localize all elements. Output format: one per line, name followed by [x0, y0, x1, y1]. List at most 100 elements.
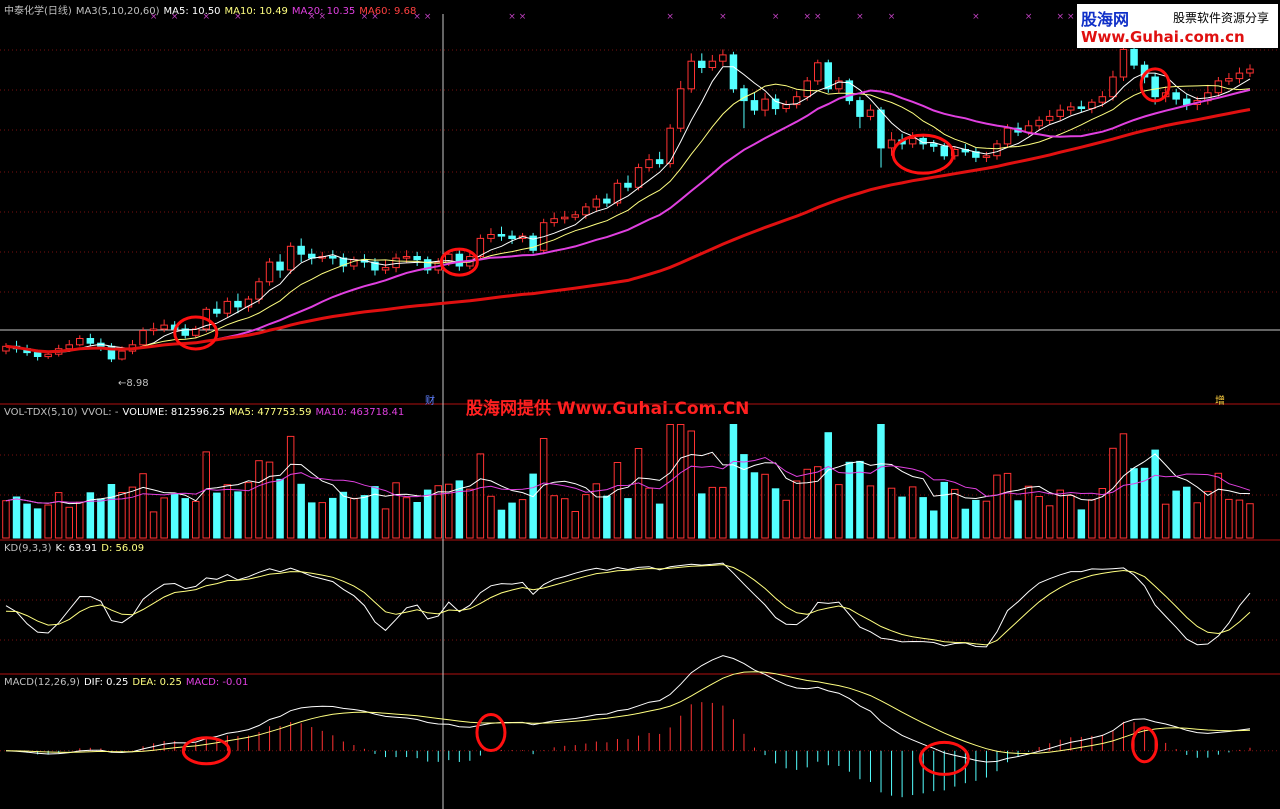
volume-bar: [719, 486, 727, 539]
volume-bar: [1204, 490, 1212, 539]
volume-bar: [308, 502, 316, 539]
volume-bar: [286, 435, 295, 539]
macd-pane-header: MACD(12,26,9) DIF: 0.25 DEA: 0.25 MACD: -0.…: [4, 677, 252, 688]
volume-ma5-line: [5, 451, 1251, 505]
signal-x-marker: ×: [1025, 12, 1033, 22]
main-header-item: MA60: 9.68: [359, 6, 417, 17]
signal-x-marker: ×: [150, 12, 158, 22]
candle-body: [1109, 76, 1117, 98]
volume-bar: [1214, 472, 1223, 539]
guhai-logo: 股海网 股票软件资源分享 Www.Guhai.com.cn: [1077, 4, 1278, 48]
candle-body: [698, 60, 706, 69]
volume-bar: [297, 483, 305, 539]
candle-body: [508, 235, 516, 240]
candle-body: [982, 155, 991, 158]
candle-body: [1130, 48, 1138, 66]
volume-bar: [603, 495, 611, 539]
signal-x-marker: ×: [1056, 12, 1064, 22]
signal-x-marker: ×: [888, 12, 896, 22]
volume-bar: [392, 482, 400, 539]
volume-bar: [792, 480, 801, 539]
volume-bar: [223, 484, 232, 539]
volume-bar: [350, 497, 358, 539]
volume-bar: [202, 451, 210, 539]
signal-x-marker: ×: [234, 12, 242, 22]
candle-body: [529, 235, 537, 251]
candle-body: [213, 308, 221, 314]
candle-body: [771, 98, 780, 110]
volume-bar: [33, 508, 42, 539]
volume-bar: [318, 502, 326, 539]
signal-x-marker: ×: [318, 12, 326, 22]
volume-bar: [866, 485, 875, 539]
candle-body: [2, 345, 10, 352]
vol-header-item: MA10: 463718.41: [315, 407, 405, 418]
signal-x-marker: ×: [814, 12, 822, 22]
candle-body: [455, 253, 464, 267]
candle-body: [1035, 119, 1043, 127]
candle-body: [86, 338, 95, 344]
candle-body: [613, 182, 622, 204]
candle-body: [402, 256, 411, 259]
volume-bar: [128, 486, 137, 539]
kd-d-line: [5, 564, 1251, 646]
signal-x-marker: ×: [424, 12, 432, 22]
volume-bar: [940, 481, 948, 539]
volume-bar: [1172, 490, 1180, 539]
volume-bar: [276, 478, 284, 539]
volume-bar: [708, 486, 717, 539]
volume-bar: [360, 495, 369, 539]
volume-bar: [1130, 468, 1138, 539]
candle-body: [44, 353, 52, 358]
candle-body: [803, 80, 811, 98]
candle-body: [729, 54, 738, 90]
volume-bar: [508, 502, 516, 539]
volume-bar: [550, 495, 558, 539]
volume-bar: [434, 485, 442, 539]
signal-x-marker: ×: [719, 12, 727, 22]
volume-bar: [1183, 486, 1191, 539]
volume-bar: [139, 473, 147, 539]
volume-ma10-line: [5, 456, 1251, 504]
volume-bar: [782, 499, 790, 539]
candle-body: [1151, 76, 1159, 98]
candle-body: [76, 338, 84, 346]
candle-body: [592, 198, 601, 208]
logo-name: 股海网: [1081, 10, 1130, 29]
volume-bar: [65, 506, 73, 539]
candle-body: [234, 300, 242, 308]
vol-header-item: MA5: 477753.59: [228, 407, 312, 418]
kd-header-item: KD(9,3,3): [4, 543, 52, 554]
volume-bar: [803, 468, 811, 539]
candle-body: [118, 350, 126, 360]
candle-body: [223, 300, 232, 314]
candle-body: [381, 267, 390, 271]
volume-bar: [329, 497, 337, 539]
vol-header-item: VVOL: -: [81, 407, 119, 418]
candle-body: [550, 218, 558, 224]
candle-body: [1172, 92, 1180, 100]
volume-bar: [1045, 505, 1054, 539]
volume-bar: [265, 461, 274, 539]
candle-body: [761, 98, 769, 111]
volume-bar: [466, 488, 474, 539]
candle-body: [1246, 68, 1254, 74]
candle-body: [655, 159, 664, 165]
candle-body: [993, 143, 1001, 157]
candle-body: [1119, 48, 1128, 78]
finance-marker[interactable]: 财: [425, 396, 435, 407]
signal-x-marker: ×: [171, 12, 179, 22]
candle-body: [835, 80, 843, 90]
highlight-circle: [475, 713, 507, 753]
candle-body: [930, 143, 938, 147]
volume-bar: [1098, 488, 1107, 539]
volume-bar: [972, 499, 980, 539]
signal-x-marker: ×: [371, 12, 379, 22]
candle-body: [708, 60, 717, 69]
volume-pane-header: VOL-TDX(5,10) VVOL: - VOLUME: 812596.25 MA5…: [4, 407, 408, 418]
increase-marker[interactable]: 增: [1215, 396, 1225, 407]
main-header-item: 中泰化学(日线): [4, 6, 72, 17]
signal-x-marker: ×: [203, 12, 211, 22]
volume-bar: [961, 508, 970, 539]
